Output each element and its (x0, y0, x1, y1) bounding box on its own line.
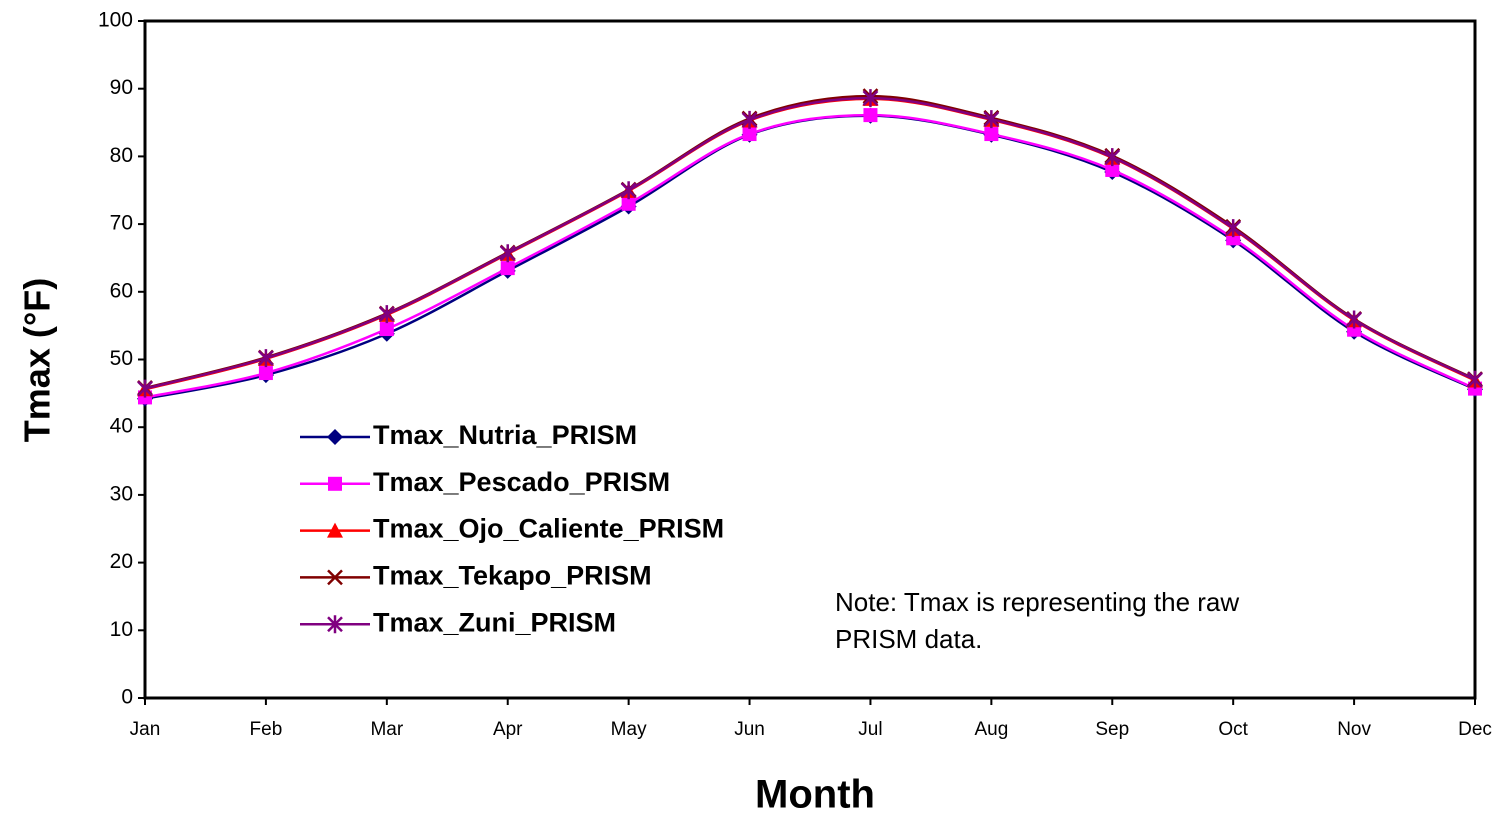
legend-label: Tmax_Ojo_Caliente_PRISM (373, 514, 724, 544)
marker (327, 429, 343, 445)
x-tick-label: Jun (734, 719, 765, 740)
marker (327, 522, 343, 538)
x-tick-label: Nov (1337, 719, 1371, 740)
marker (499, 244, 516, 263)
y-tick-label: 90 (110, 76, 133, 99)
x-axis-label: Month (755, 773, 875, 817)
y-tick-label: 100 (98, 9, 133, 32)
legend-item: Tmax_Tekapo_PRISM (300, 561, 652, 591)
legend-item: Tmax_Zuni_PRISM (300, 607, 616, 637)
x-tick-label: Sep (1095, 719, 1129, 740)
marker (500, 261, 515, 276)
x-tick-label: Jan (130, 719, 161, 740)
marker (1225, 219, 1242, 238)
marker (984, 127, 999, 142)
annotation: PRISM data. (835, 624, 982, 654)
x-tick-label: Mar (370, 719, 403, 740)
x-tick-label: Aug (974, 719, 1008, 740)
x-tick-label: Apr (493, 719, 523, 740)
marker (1346, 310, 1362, 329)
y-tick-label: 70 (110, 212, 133, 235)
marker (621, 196, 636, 211)
series-line (144, 94, 1476, 390)
y-tick-label: 20 (110, 550, 133, 573)
marker (137, 379, 153, 398)
legend-label: Tmax_Pescado_PRISM (373, 467, 670, 497)
y-tick-label: 60 (110, 279, 133, 302)
marker (379, 322, 394, 337)
y-tick-label: 0 (121, 686, 133, 709)
legend-label: Tmax_Zuni_PRISM (373, 607, 616, 637)
legend-item: Tmax_Ojo_Caliente_PRISM (300, 514, 724, 544)
legend-item: Tmax_Nutria_PRISM (300, 420, 637, 450)
y-tick-label: 10 (110, 618, 133, 641)
marker (378, 305, 395, 324)
marker (258, 349, 274, 368)
marker (983, 110, 1000, 129)
y-tick-label: 30 (110, 482, 133, 505)
marker (327, 569, 343, 586)
x-tick-label: Dec (1458, 719, 1492, 740)
x-tick-label: Feb (250, 719, 283, 740)
marker (258, 366, 273, 381)
annotation: Note: Tmax is representing the raw (835, 587, 1239, 617)
marker (1467, 370, 1483, 389)
marker (328, 476, 342, 491)
marker (1104, 148, 1121, 167)
y-tick-label: 80 (110, 144, 133, 167)
marker (742, 127, 757, 142)
marker (862, 89, 879, 108)
legend-item: Tmax_Pescado_PRISM (300, 467, 670, 497)
y-tick-label: 40 (110, 415, 133, 438)
marker (863, 108, 878, 123)
plot-area (143, 19, 1477, 700)
x-tick-label: May (611, 719, 647, 740)
marker (1105, 162, 1120, 177)
marker (620, 181, 637, 200)
legend-label: Tmax_Nutria_PRISM (373, 420, 637, 450)
series-line (144, 113, 1476, 399)
legend-label: Tmax_Tekapo_PRISM (373, 561, 652, 591)
y-axis-label: Tmax (°F) (17, 278, 58, 442)
marker (327, 615, 343, 634)
x-tick-label: Jul (858, 719, 882, 740)
y-tick-label: 50 (110, 347, 133, 370)
x-tick-label: Oct (1218, 719, 1248, 740)
series-line (144, 96, 1476, 390)
marker (741, 110, 758, 129)
